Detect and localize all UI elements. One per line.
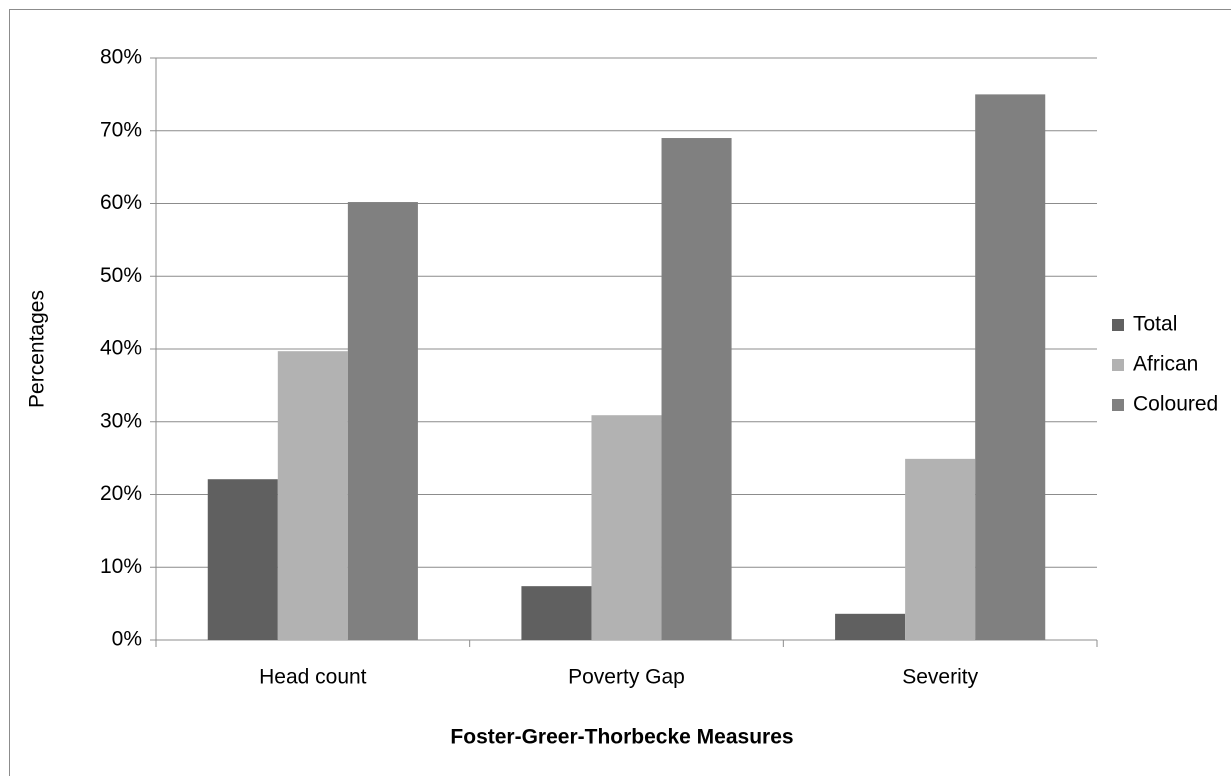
- y-tick-label: 20%: [100, 482, 142, 505]
- bar: [975, 94, 1046, 640]
- legend-label: African: [1133, 353, 1198, 376]
- x-tick-label: Poverty Gap: [568, 666, 685, 689]
- y-tick-label: 70%: [100, 118, 142, 141]
- bar: [347, 202, 418, 641]
- bar: [207, 479, 278, 640]
- legend-swatch: [1112, 359, 1124, 371]
- y-tick-label: 10%: [100, 555, 142, 578]
- x-tick-label: Severity: [902, 666, 978, 689]
- legend-swatch: [1112, 319, 1124, 331]
- bar: [521, 586, 592, 640]
- y-tick-label: 50%: [100, 264, 142, 287]
- bar: [591, 415, 662, 640]
- bar: [905, 458, 976, 640]
- y-tick-label: 60%: [100, 191, 142, 214]
- chart-border: [9, 9, 1231, 776]
- y-tick-label: 80%: [100, 46, 142, 69]
- y-tick-label: 30%: [100, 409, 142, 432]
- y-tick-label: 0%: [112, 628, 142, 651]
- x-axis-title: Foster-Greer-Thorbecke Measures: [450, 726, 793, 749]
- y-axis-title: Percentages: [26, 290, 49, 408]
- bar: [835, 613, 906, 640]
- legend-label: Coloured: [1133, 393, 1218, 416]
- legend-label: Total: [1133, 313, 1177, 336]
- bar: [277, 351, 348, 640]
- x-tick-label: Head count: [259, 666, 367, 689]
- y-tick-label: 40%: [100, 337, 142, 360]
- bar: [661, 138, 732, 640]
- legend-swatch: [1112, 399, 1124, 411]
